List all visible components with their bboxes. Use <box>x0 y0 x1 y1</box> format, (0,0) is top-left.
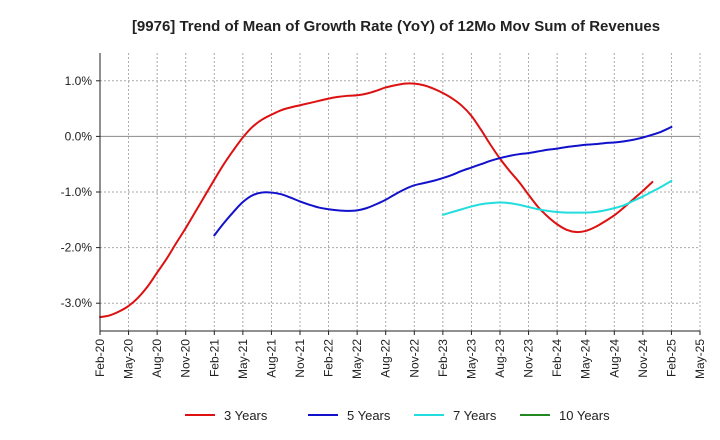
x-tick-label: May-25 <box>693 339 707 379</box>
x-tick-label: May-21 <box>236 339 250 379</box>
x-tick-label: Nov-21 <box>293 339 307 378</box>
legend-label: 3 Years <box>224 408 268 423</box>
y-tick-label: 1.0% <box>65 74 93 88</box>
series-line-5-years <box>213 125 673 237</box>
series-line-7-years <box>441 179 673 216</box>
x-tick-label: May-23 <box>464 339 478 379</box>
series-line-3-years <box>99 82 654 319</box>
x-tick-label: Nov-24 <box>636 339 650 378</box>
x-tick-label: Nov-20 <box>179 339 193 378</box>
x-tick-label: Aug-24 <box>607 339 621 378</box>
x-tick-label: Nov-23 <box>522 339 536 378</box>
x-tick-label: Aug-22 <box>379 339 393 378</box>
x-tick-label: Feb-21 <box>207 339 221 377</box>
series-lines <box>99 82 673 319</box>
x-tick-label: Feb-23 <box>436 339 450 377</box>
y-tick-label: -2.0% <box>61 241 93 255</box>
x-tick-label: Feb-20 <box>93 339 107 377</box>
x-tick-label: May-24 <box>579 339 593 379</box>
x-tick-label: May-22 <box>350 339 364 379</box>
x-tick-label: Feb-25 <box>664 339 678 377</box>
x-tick-label: Feb-22 <box>322 339 336 377</box>
y-tick-label: 0.0% <box>65 129 93 143</box>
x-tick-label: Aug-20 <box>150 339 164 378</box>
legend-label: 5 Years <box>347 408 391 423</box>
legend-label: 10 Years <box>559 408 610 423</box>
x-tick-label: Nov-22 <box>407 339 421 378</box>
y-tick-label: -1.0% <box>61 185 93 199</box>
x-tick-label: Aug-23 <box>493 339 507 378</box>
axes: 1.0% 0.0% -1.0% -2.0% -3.0% Feb-20 May-20 Aug-2… <box>61 53 707 379</box>
y-tick-label: -3.0% <box>61 296 93 310</box>
chart-title: [9976] Trend of Mean of Growth Rate (YoY… <box>132 18 660 35</box>
x-tick-label: Feb-24 <box>550 339 564 377</box>
legend-label: 7 Years <box>453 408 497 423</box>
legend: 3 Years 5 Years 7 Years 10 Years <box>185 408 610 423</box>
x-tick-label: Aug-21 <box>264 339 278 378</box>
x-tick-label: May-20 <box>122 339 136 379</box>
